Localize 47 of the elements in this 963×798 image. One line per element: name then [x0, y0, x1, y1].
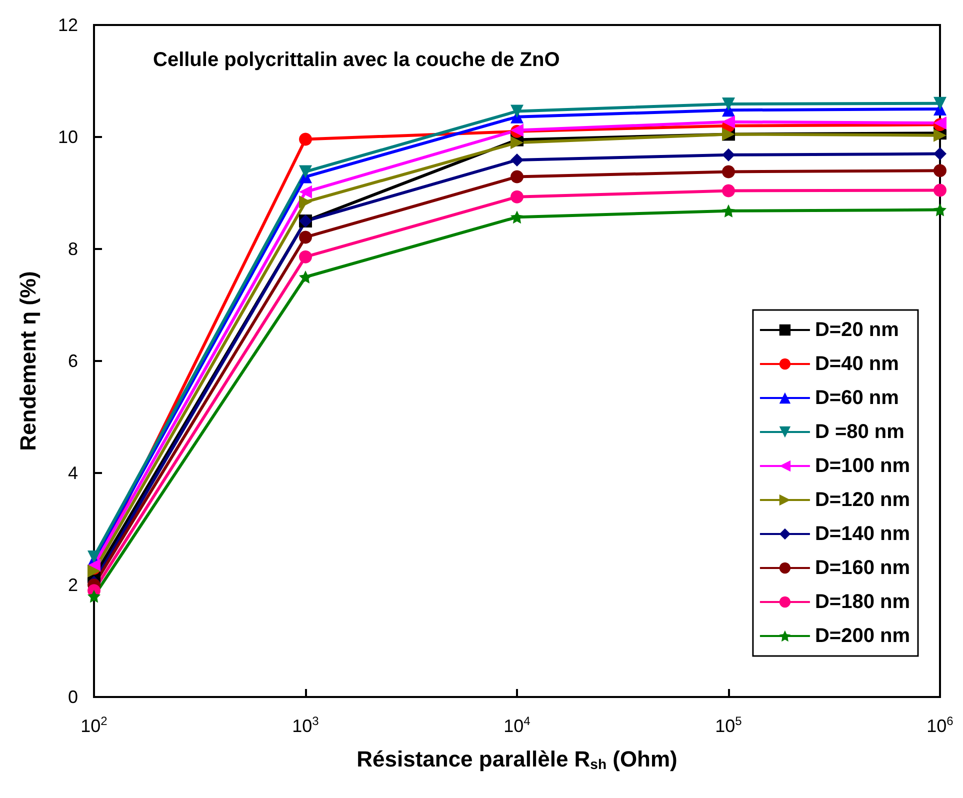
- point: [299, 165, 312, 178]
- point: [88, 550, 100, 564]
- point: [88, 590, 100, 603]
- legend-label: D=60 nm: [814, 387, 899, 409]
- point: [934, 184, 946, 197]
- legend-label: D=100 nm: [814, 455, 910, 477]
- y-tick-label: 12: [58, 15, 78, 35]
- point: [510, 210, 524, 224]
- legend-label: D=40 nm: [814, 353, 899, 375]
- y-tick-label: 2: [68, 575, 78, 595]
- point: [722, 204, 735, 218]
- legend-label: D=160 nm: [814, 557, 910, 579]
- point: [934, 96, 946, 110]
- point: [88, 564, 100, 578]
- legend-label: D =80 nm: [814, 421, 904, 443]
- point: [510, 170, 524, 184]
- point: [722, 115, 735, 128]
- point: [299, 270, 312, 284]
- point: [722, 97, 735, 110]
- y-axis-title: Rendement η (%): [16, 271, 40, 451]
- legend-label: D=120 nm: [814, 489, 910, 511]
- legend-label: D=20 nm: [814, 319, 899, 341]
- y-tick-label: 10: [58, 127, 78, 147]
- text: Cellule polycrittalin avec la couche de ZnO: [153, 49, 560, 71]
- point: [934, 164, 946, 178]
- point: [510, 104, 524, 118]
- y-tick-label: 0: [68, 687, 78, 707]
- point: [722, 184, 735, 198]
- point: [722, 165, 735, 178]
- x-axis-title: Résistance parallèle Rsh (Ohm): [356, 746, 678, 772]
- point: [299, 185, 312, 198]
- point: [510, 136, 524, 150]
- y-tick-label: 4: [68, 463, 78, 483]
- point: [934, 147, 946, 160]
- point: [299, 195, 312, 208]
- y-tick-label: 6: [68, 351, 78, 371]
- point: [510, 190, 524, 204]
- y-tick-label: 8: [68, 239, 78, 259]
- point: [299, 230, 312, 244]
- point: [934, 203, 946, 216]
- point: [510, 153, 524, 166]
- legend-label: D=200 nm: [814, 625, 910, 647]
- point: [299, 250, 312, 264]
- legend-label: D=140 nm: [814, 523, 910, 545]
- point: [722, 148, 735, 162]
- legend-label: D=180 nm: [814, 591, 910, 613]
- point: [299, 132, 312, 146]
